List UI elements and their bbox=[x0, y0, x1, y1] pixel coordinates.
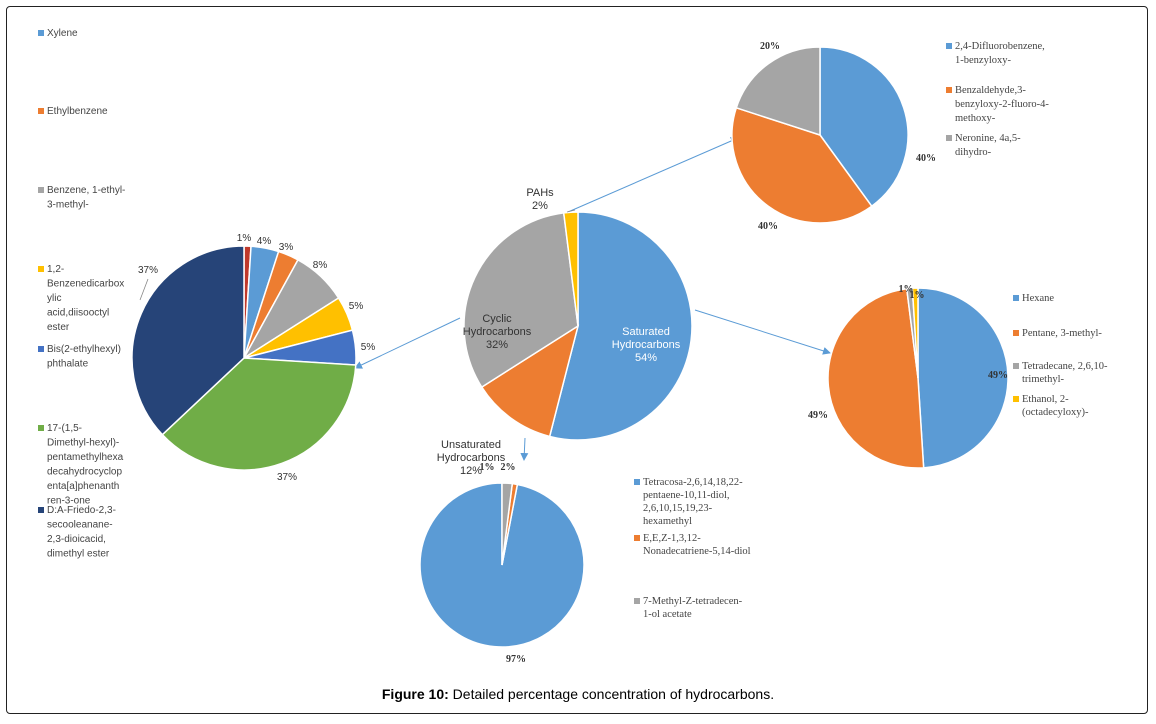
unsaturated-label-1: 1% bbox=[480, 462, 495, 473]
cyclic-legend-swatch-3 bbox=[38, 266, 44, 272]
saturated-legend-text-2: Tetradecane, 2,6,10-trimethyl- bbox=[1022, 361, 1108, 385]
saturated-slice-3 bbox=[911, 287, 919, 379]
cyclic-legend-swatch-1 bbox=[38, 108, 44, 114]
main-slice-1 bbox=[480, 324, 580, 438]
leader-line-0 bbox=[566, 209, 576, 213]
cyclic-label-0: 1% bbox=[237, 233, 252, 244]
cyclic-legend-text-5: 17-(1,5-Dimethyl-hexyl)-pentamethylhexa d… bbox=[47, 423, 124, 507]
pahs-slice-1 bbox=[731, 106, 873, 224]
arrow-to-cyclic-pie bbox=[354, 317, 461, 369]
saturated-legend-text-3: Ethanol, 2-(octadecyloxy)- bbox=[1022, 394, 1089, 418]
pahs-slice-2 bbox=[735, 46, 821, 137]
pahs-legend-text-0: 2,4-Difluorobenzene, 1-benzyloxy- bbox=[955, 41, 1045, 66]
saturated-label-3: 1% bbox=[910, 290, 925, 301]
main-label-2: Cyclic Hydrocarbons 32% bbox=[463, 313, 532, 351]
pahs-legend-swatch-1 bbox=[946, 87, 952, 93]
cyclic-slice-6 bbox=[161, 357, 357, 471]
cyclic-label-2: 3% bbox=[279, 242, 294, 253]
saturated-legend-text-1: Pentane, 3-methyl- bbox=[1022, 328, 1102, 339]
cyclic-label-7: 37% bbox=[138, 265, 158, 276]
main-label-3: PAHs 2% bbox=[526, 187, 554, 212]
main-slice-2 bbox=[463, 212, 579, 389]
saturated-legend-text-0: Hexane bbox=[1022, 293, 1054, 304]
pahs-legend-text-1: Benzaldehyde,3-benzyloxy-2-fluoro-4-meth… bbox=[955, 85, 1049, 124]
cyclic-legend-swatch-4 bbox=[38, 346, 44, 352]
pahs-legend: 2,4-Difluorobenzene, 1-benzyloxy- Benzalde… bbox=[946, 41, 1049, 158]
arrow-to-unsaturated-pie bbox=[520, 437, 529, 461]
arrow-to-pahs-pie bbox=[567, 137, 739, 213]
pahs-legend-swatch-2 bbox=[946, 135, 952, 141]
unsaturated-legend-swatch-2 bbox=[634, 598, 640, 604]
saturated-label-1: 49% bbox=[808, 410, 828, 421]
cyclic-legend-text-3: 1,2-Benzenedicarbox ylic acid,diisooctyl es… bbox=[47, 264, 124, 333]
cyclic-label-6: 37% bbox=[277, 472, 297, 483]
figure-caption: Figure 10: Detailed percentage concentra… bbox=[0, 686, 1156, 702]
cyclic-legend-text-0: Xylene bbox=[47, 28, 78, 39]
cyclic-label-1: 4% bbox=[257, 236, 272, 247]
pahs-label-0: 40% bbox=[916, 153, 936, 164]
saturated-slice-0 bbox=[917, 287, 1009, 469]
cyclic-legend: Xylene Ethylbenzene Benzene, 1-ethyl-3-met… bbox=[38, 28, 125, 560]
pahs-label-2: 20% bbox=[760, 41, 780, 52]
cyclic-label-3: 8% bbox=[313, 260, 328, 271]
cyclic-legend-swatch-5 bbox=[38, 425, 44, 431]
unsaturated-label-2: 2% bbox=[501, 462, 516, 473]
pahs-label-1: 40% bbox=[758, 221, 778, 232]
cyclic-legend-text-4: Bis(2-ethylhexyl) phthalate bbox=[47, 344, 121, 370]
cyclic-legend-swatch-0 bbox=[38, 30, 44, 36]
unsaturated-legend-text-1: E,E,Z-1,3,12-Nonadecatriene-5,14-diol bbox=[643, 533, 751, 557]
saturated-slice-1 bbox=[827, 287, 925, 469]
cyclic-pie bbox=[131, 245, 357, 471]
unsaturated-label-0: 97% bbox=[506, 654, 526, 665]
caption-label: Figure 10: bbox=[381, 686, 449, 702]
unsaturated-legend-swatch-0 bbox=[634, 479, 640, 485]
saturated-legend-swatch-0 bbox=[1013, 295, 1019, 301]
main-label-1: Unsaturated Hydrocarbons 12% bbox=[437, 439, 506, 477]
cyclic-label-5: 5% bbox=[361, 342, 376, 353]
cyclic-legend-swatch-2 bbox=[38, 187, 44, 193]
unsaturated-slice-2 bbox=[501, 482, 514, 566]
pahs-legend-swatch-0 bbox=[946, 43, 952, 49]
unsaturated-legend-swatch-1 bbox=[634, 535, 640, 541]
caption-text: Detailed percentage concentration of hyd… bbox=[448, 686, 775, 702]
saturated-legend-swatch-1 bbox=[1013, 330, 1019, 336]
cyclic-label-4: 5% bbox=[349, 301, 364, 312]
cyclic-legend-text-2: Benzene, 1-ethyl-3-methyl- bbox=[47, 185, 125, 211]
saturated-pie bbox=[827, 287, 1009, 469]
cyclic-legend-text-6: D:A-Friedo-2,3-secooleanane-2,3-dioicaci… bbox=[47, 505, 116, 560]
unsaturated-legend-text-0: Tetracosa-2,6,14,18,22-pentaene-10,11-di… bbox=[643, 477, 743, 527]
main-label-0: Saturated Hydrocarbons 54% bbox=[612, 326, 681, 364]
saturated-label-0: 49% bbox=[988, 370, 1008, 381]
main-pie bbox=[463, 211, 693, 441]
unsaturated-legend-text-2: 7-Methyl-Z-tetradecen-1-ol acetate bbox=[643, 596, 743, 620]
saturated-legend-swatch-3 bbox=[1013, 396, 1019, 402]
pahs-legend-text-2: Neronine, 4a,5-dihydro- bbox=[955, 133, 1021, 158]
leader-line-1 bbox=[139, 278, 149, 301]
arrow-to-saturated-pie bbox=[694, 309, 831, 355]
pahs-pie bbox=[731, 46, 909, 224]
saturated-label-2: 1% bbox=[899, 284, 914, 295]
connector-arrows bbox=[354, 137, 831, 461]
main-slice-0 bbox=[548, 211, 693, 441]
unsaturated-legend: Tetracosa-2,6,14,18,22-pentaene-10,11-di… bbox=[634, 477, 751, 620]
saturated-legend: Hexane Pentane, 3-methyl- Tetradecane, 2,6… bbox=[1013, 293, 1108, 418]
cyclic-legend-swatch-6 bbox=[38, 507, 44, 513]
pahs-slice-0 bbox=[819, 46, 909, 208]
cyclic-legend-text-1: Ethylbenzene bbox=[47, 106, 108, 117]
unsaturated-pie bbox=[419, 482, 585, 648]
saturated-legend-swatch-2 bbox=[1013, 363, 1019, 369]
main-slice-3 bbox=[562, 211, 579, 327]
cyclic-slice-7 bbox=[131, 245, 245, 436]
